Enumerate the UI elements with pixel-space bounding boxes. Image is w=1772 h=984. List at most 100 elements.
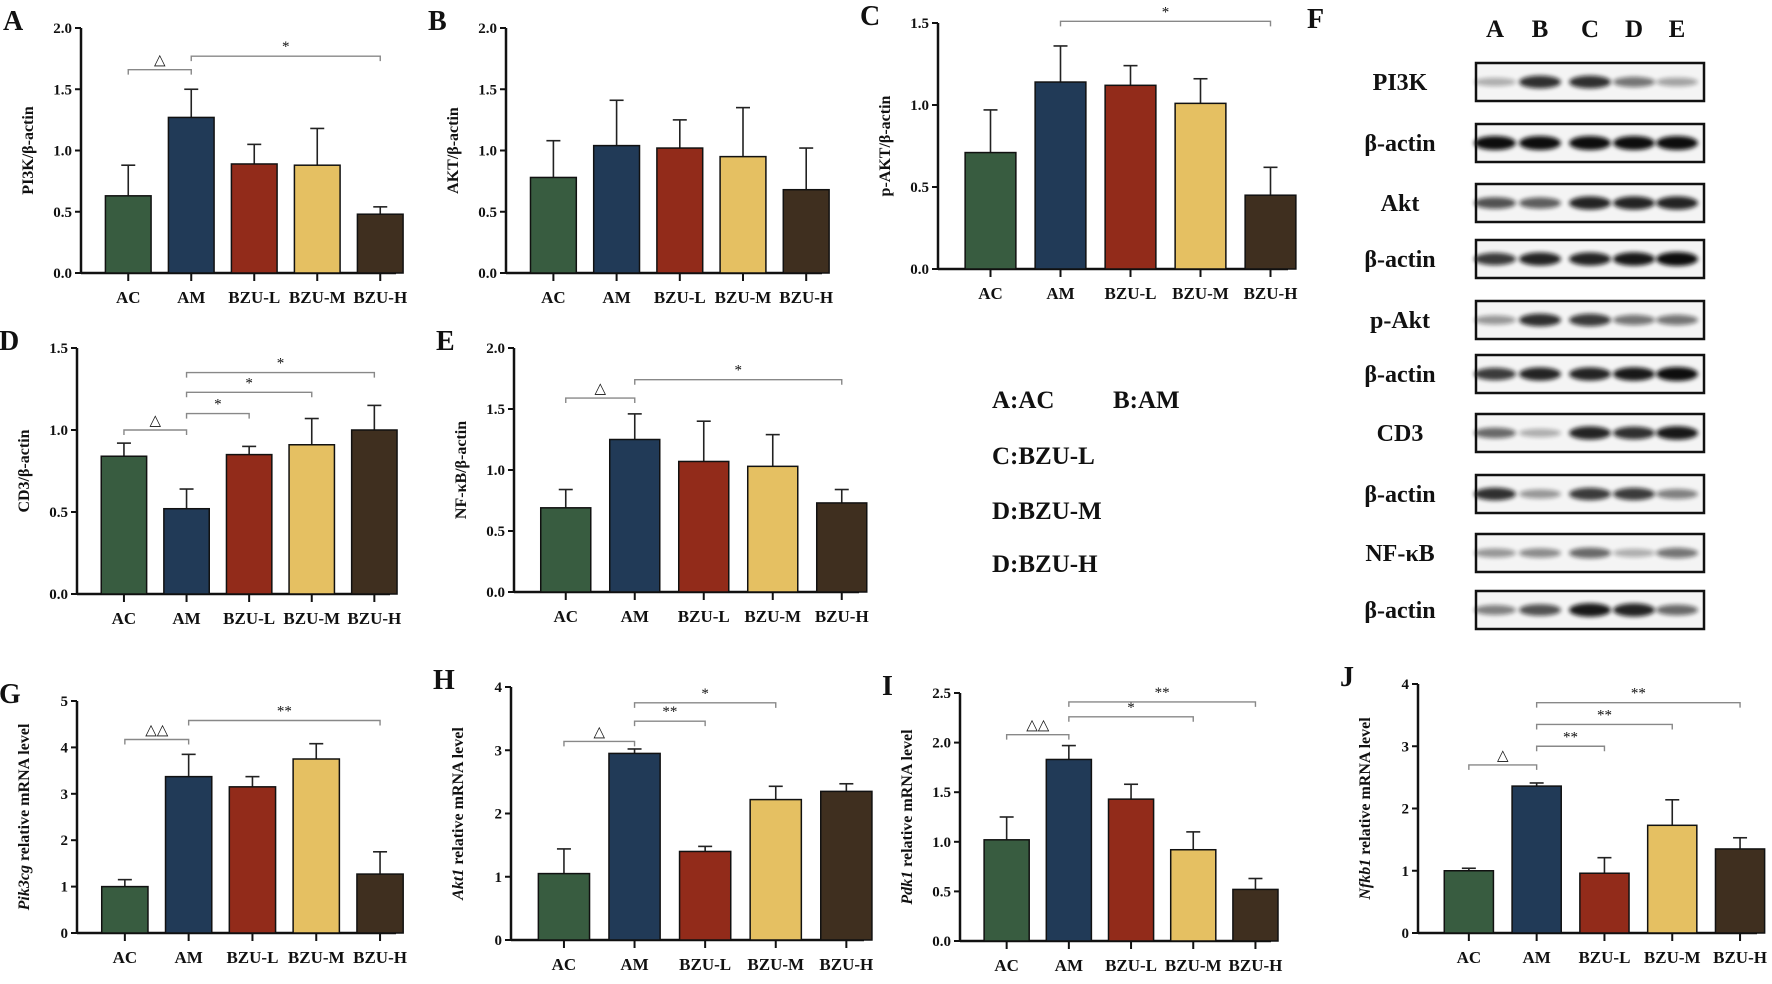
x-tick-label: BZU-H (1244, 284, 1298, 303)
significance-label: * (701, 686, 709, 702)
blot-membrane (1474, 61, 1706, 103)
blot-row-label: β-actin (1364, 482, 1435, 508)
blot-band (1519, 428, 1561, 438)
x-tick-label: BZU-M (1165, 956, 1222, 975)
panel-letter: B (428, 6, 447, 37)
y-tick-label: 2.5 (932, 686, 951, 702)
blot-band (1613, 426, 1655, 440)
y-tick-label: 0.5 (910, 180, 929, 196)
legend-item: B:AM (1113, 387, 1180, 414)
significance-bracket (185, 412, 250, 419)
x-tick-label: BZU-M (1172, 284, 1229, 303)
bar-bzu-m (749, 798, 803, 941)
significance-label: △ (1497, 748, 1509, 764)
bar-am (608, 438, 661, 593)
blot-row: Akt (1381, 182, 1706, 224)
y-tick-label: 0.0 (478, 266, 497, 282)
y-axis-label: Nfkb1 relative mRNA level (1357, 717, 1374, 901)
significance-bracket (190, 55, 381, 62)
bar-bzu-l (1107, 798, 1155, 942)
significance-bracket (123, 429, 188, 435)
panel-letter: J (1340, 662, 1354, 693)
blot-band (1656, 426, 1698, 440)
significance-label: ** (1597, 707, 1612, 723)
significance-label: * (282, 39, 290, 55)
x-tick-label: BZU-L (679, 955, 731, 974)
y-tick-label: 1.5 (932, 785, 951, 801)
y-tick-label: 2.0 (478, 21, 497, 37)
panel-letter: E (436, 326, 455, 357)
significance-label: △ (149, 413, 161, 429)
blot-band (1569, 367, 1611, 381)
bar-bzu-h (782, 188, 830, 274)
panel-letter: G (0, 679, 21, 710)
blot-row: β-actin (1364, 473, 1706, 515)
chart-panel-d: D CD3/β-actin 0.0 0.5 1.0 1.5 AC AM BZU-L BZU-M BZ… (0, 326, 401, 628)
x-tick-label: AM (602, 288, 630, 307)
x-tick-label: AC (1457, 948, 1482, 967)
blot-row: β-actin (1364, 353, 1706, 395)
y-tick-label: 1.0 (53, 144, 72, 160)
x-tick-label: AM (621, 607, 649, 626)
blot-band (1474, 427, 1516, 439)
x-tick-label: BZU-L (226, 948, 278, 967)
x-tick-label: BZU-M (288, 948, 345, 967)
y-tick-label: 5 (61, 694, 69, 710)
significance-bracket (1005, 733, 1070, 740)
blot-band (1613, 487, 1655, 501)
y-tick-label: 1.5 (53, 82, 72, 98)
y-tick-label: 2 (1402, 802, 1410, 818)
x-tick-label: BZU-L (654, 288, 706, 307)
blot-band (1656, 314, 1698, 326)
y-tick-label: 1.0 (932, 835, 951, 851)
blot-row: β-actin (1364, 238, 1706, 280)
x-tick-label: AC (994, 956, 1019, 975)
significance-bracket (1068, 701, 1257, 707)
y-tick-label: 0.5 (932, 884, 951, 900)
x-tick-label: AM (174, 948, 202, 967)
y-tick-label: 0.5 (53, 205, 72, 221)
significance-label: △△ (1026, 718, 1050, 734)
bar-am (1511, 785, 1562, 934)
chart-panel-e: E NF-κB/β-actin 0.0 0.5 1.0 1.5 2.0 AC AM BZU-L BZ… (436, 326, 869, 626)
bar-bzu-h (1714, 848, 1766, 934)
legend-item: C:BZU-L (992, 443, 1095, 470)
x-tick-label: AC (112, 609, 137, 628)
bar-ac (529, 176, 578, 274)
bar-ac (1443, 870, 1495, 934)
legend-item: A:AC (992, 387, 1055, 414)
blot-row-label: p-Akt (1370, 308, 1430, 334)
significance-bracket (633, 702, 777, 708)
significance-bracket (1535, 701, 1741, 708)
y-tick-label: 0.0 (910, 262, 929, 278)
panel-letter: F (1307, 4, 1324, 35)
blot-band (1519, 252, 1561, 266)
bar-bzu-m (746, 465, 799, 593)
y-tick-label: 0.5 (478, 205, 497, 221)
y-axis-gene-name: Nfkb1 (1357, 859, 1374, 901)
significance-label: △ (593, 724, 605, 740)
y-axis-label: CD3/β-actin (16, 429, 33, 512)
group-legend: A:AC B:AM C:BZU-L D:BZU-M D:BZU-H (992, 387, 1180, 578)
chart-panel-b: B AKT/β-actin 0.0 0.5 1.0 1.5 2.0 AC AM BZU-L BZU-… (428, 6, 833, 307)
y-tick-label: 3 (495, 743, 503, 759)
significance-bracket (1535, 723, 1673, 730)
blot-band (1656, 604, 1698, 616)
blot-band (1656, 252, 1698, 266)
y-tick-label: 0 (61, 926, 69, 942)
chart-panel-j: J Nfkb1 relative mRNA level 0 1 2 3 4 AC AM BZU-L… (1340, 662, 1767, 967)
blot-row-label: β-actin (1364, 598, 1435, 624)
y-tick-label: 4 (495, 680, 503, 696)
blot-band (1656, 77, 1698, 87)
y-tick-label: 3 (61, 787, 69, 803)
bar-bzu-l (225, 453, 273, 595)
blot-row-label: Akt (1381, 191, 1420, 217)
blot-row: β-actin (1364, 589, 1706, 631)
y-axis-label-text: relative mRNA level (450, 727, 467, 869)
blot-row: β-actin (1364, 122, 1706, 164)
x-tick-label: BZU-L (1105, 284, 1157, 303)
bar-bzu-l (1579, 872, 1630, 934)
bar-bzu-m (1169, 848, 1217, 942)
